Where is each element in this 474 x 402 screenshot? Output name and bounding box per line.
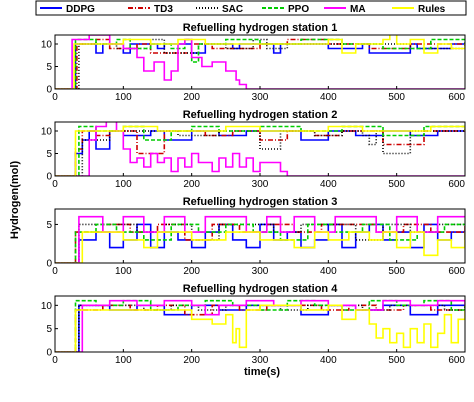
x-tick-label: 200 (183, 92, 200, 103)
x-tick-label: 500 (388, 92, 405, 103)
legend-label-ppo: PPO (288, 4, 309, 15)
series-line-rules (55, 125, 465, 176)
legend-box (35, 0, 467, 16)
legend-label-ma: MA (350, 4, 366, 15)
series-line-td3 (55, 38, 465, 89)
x-tick-label: 300 (252, 92, 269, 103)
figure-caption-fragment (0, 388, 474, 402)
x-tick-label: 500 (388, 355, 405, 366)
y-tick-label: 5 (46, 149, 52, 160)
panel-series (55, 215, 465, 263)
legend-label-sac: SAC (222, 4, 243, 15)
y-tick-label: 0 (46, 348, 52, 359)
series-line-ma (55, 299, 465, 352)
chart-figure: DDPG TD3 SAC PPO MA Rules Refuelling hydrogen… (9, 0, 467, 378)
x-tick-label: 200 (183, 179, 200, 190)
x-tick-label: 200 (183, 355, 200, 366)
series-line-ddpg (55, 43, 465, 89)
y-tick-label: 10 (41, 301, 53, 312)
panel-series (55, 299, 465, 352)
x-tick-label: 0 (52, 179, 58, 190)
x-tick-label: 100 (115, 92, 132, 103)
panel-title: Refuelling hydrogen station 4 (183, 283, 339, 295)
x-tick-label: 300 (252, 355, 269, 366)
panel-series (55, 35, 465, 89)
x-tick-label: 600 (448, 355, 465, 366)
series-line-ma (55, 35, 465, 89)
x-tick-label: 300 (252, 266, 269, 277)
y-tick-label: 5 (46, 62, 52, 73)
x-tick-label: 100 (115, 355, 132, 366)
x-tick-label: 0 (52, 266, 58, 277)
x-tick-label: 300 (252, 179, 269, 190)
panel-title: Refuelling hydrogen station 3 (183, 196, 338, 208)
x-tick-label: 100 (115, 266, 132, 277)
x-tick-label: 0 (52, 355, 58, 366)
y-tick-label: 0 (46, 172, 52, 183)
y-axis-label: Hydrogen(mol) (9, 161, 21, 240)
panel-title: Refuelling hydrogen station 2 (183, 109, 338, 121)
x-tick-label: 400 (320, 92, 337, 103)
y-tick-label: 5 (46, 220, 52, 231)
y-tick-label: 10 (41, 40, 53, 51)
x-tick-label: 500 (388, 266, 405, 277)
x-tick-label: 400 (320, 266, 337, 277)
series-line-rules (55, 35, 465, 89)
x-tick-label: 500 (388, 179, 405, 190)
x-tick-label: 600 (448, 179, 465, 190)
x-tick-label: 400 (320, 355, 337, 366)
x-tick-label: 600 (448, 92, 465, 103)
x-axis-label: time(s) (244, 366, 280, 378)
panel-title: Refuelling hydrogen station 1 (183, 22, 338, 34)
series-line-rules (55, 304, 465, 352)
x-tick-label: 200 (183, 266, 200, 277)
legend-label-ddpg: DDPG (66, 4, 95, 15)
legend-label-td3: TD3 (154, 4, 173, 15)
legend-label-rules: Rules (418, 4, 446, 15)
y-tick-label: 10 (41, 127, 53, 138)
legend: DDPG TD3 SAC PPO MA Rules (35, 0, 467, 16)
panel-series (55, 122, 465, 176)
x-tick-label: 100 (115, 179, 132, 190)
y-tick-label: 0 (46, 85, 52, 96)
series-line-rules (55, 231, 465, 263)
y-tick-label: 5 (46, 324, 52, 335)
x-tick-label: 600 (448, 266, 465, 277)
y-tick-label: 0 (46, 259, 52, 270)
x-tick-label: 400 (320, 179, 337, 190)
x-tick-label: 0 (52, 92, 58, 103)
